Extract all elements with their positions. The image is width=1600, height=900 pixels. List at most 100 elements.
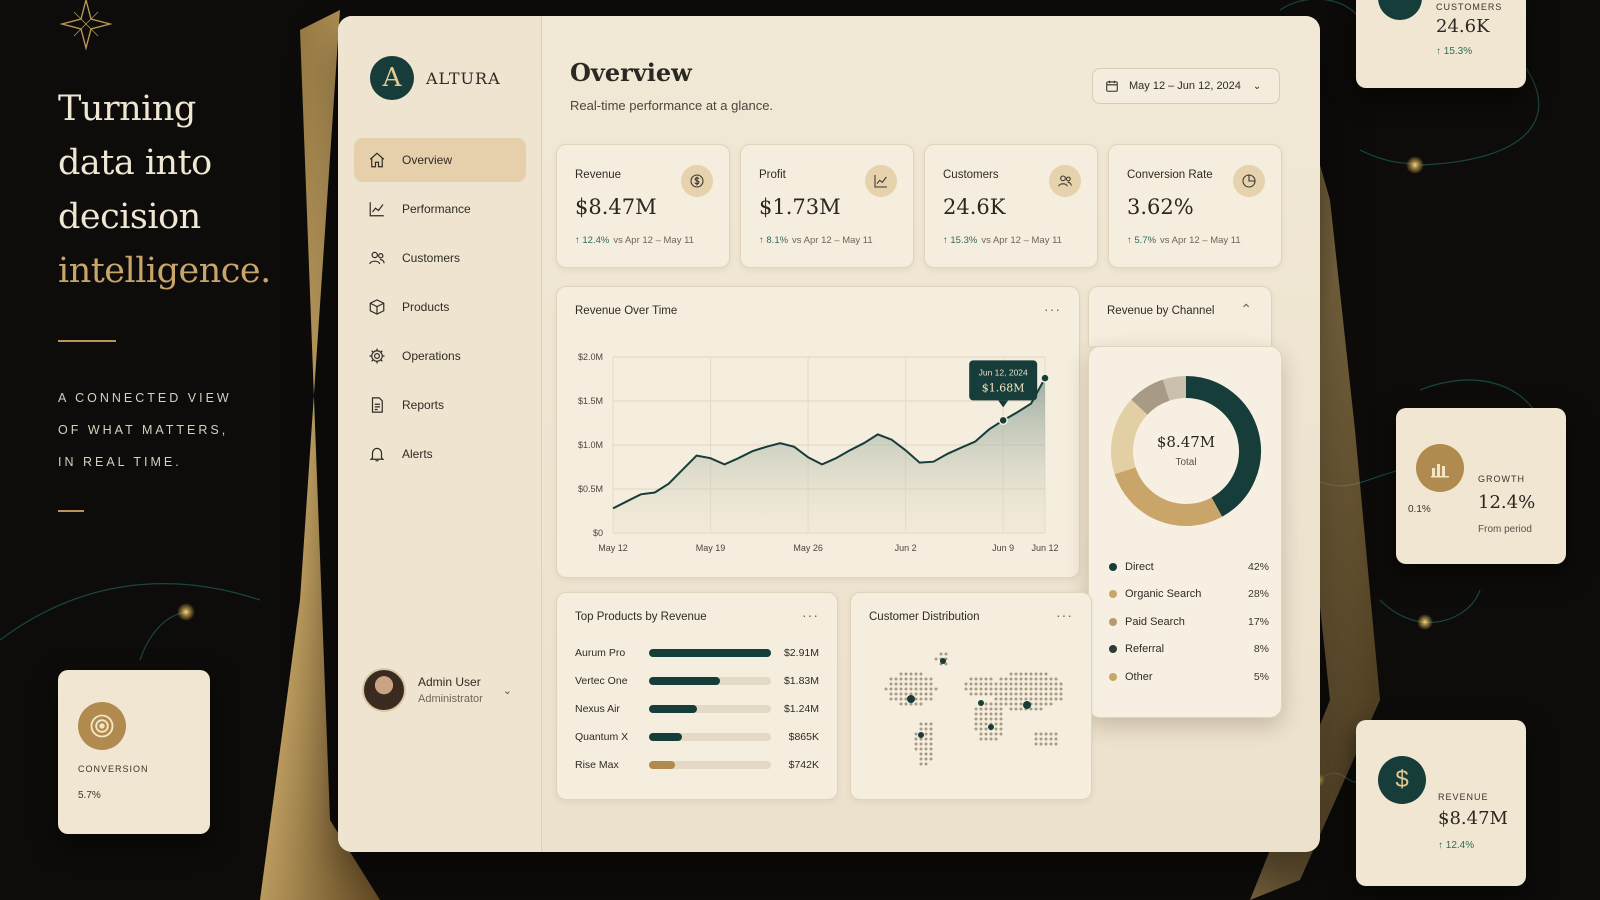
sidebar-item-alerts[interactable]: Alerts xyxy=(354,432,526,476)
product-row[interactable]: Vertec One $1.83M xyxy=(575,671,819,691)
map-dot xyxy=(1034,692,1038,696)
product-name: Nexus Air xyxy=(575,703,620,715)
map-dot xyxy=(1009,692,1013,696)
map-dot xyxy=(909,672,913,676)
users-icon xyxy=(1049,165,1081,197)
map-dot xyxy=(1049,682,1053,686)
float-value: $8.47M xyxy=(1438,808,1508,829)
legend-item[interactable]: Organic Search 28% xyxy=(1109,581,1269,609)
hero-title-accent: intelligence. xyxy=(58,251,271,291)
chevron-up-icon[interactable]: ⌃ xyxy=(1240,301,1253,317)
map-dot xyxy=(1054,742,1058,746)
donut-slice xyxy=(1114,466,1223,526)
end-point xyxy=(1040,373,1050,383)
product-bar xyxy=(649,677,720,685)
kpi-card-customers[interactable]: Customers 24.6K ↑ 15.3% vs Apr 12 – May 1… xyxy=(924,144,1098,268)
float-label: REVENUE xyxy=(1438,792,1489,802)
hero-title-line: decision xyxy=(58,197,201,237)
float-change: ↑ 12.4% xyxy=(1438,840,1475,851)
map-dot xyxy=(914,737,918,741)
kpi-card-conversion-rate[interactable]: Conversion Rate 3.62% ↑ 5.7% vs Apr 12 – … xyxy=(1108,144,1282,268)
chevron-down-icon[interactable]: ⌄ xyxy=(502,684,513,697)
date-range-picker[interactable]: May 12 – Jun 12, 2024 ⌄ xyxy=(1092,68,1280,104)
map-dot xyxy=(924,752,928,756)
kpi-change-value: 5.7% xyxy=(1134,235,1157,246)
kpi-change: ↑ 15.3% vs Apr 12 – May 11 xyxy=(943,235,1062,246)
map-dot xyxy=(979,692,983,696)
map-dot xyxy=(904,692,908,696)
map-dot xyxy=(1034,687,1038,691)
map-dot xyxy=(984,692,988,696)
kpi-card-profit[interactable]: Profit $1.73M ↑ 8.1% vs Apr 12 – May 11 xyxy=(740,144,914,268)
brand[interactable]: A ALTURA xyxy=(370,56,501,100)
legend-label: Organic Search xyxy=(1125,588,1202,601)
legend-item[interactable]: Other 5% xyxy=(1109,663,1269,691)
product-bar xyxy=(649,649,771,657)
more-options-icon[interactable]: ··· xyxy=(802,607,819,623)
map-dot xyxy=(1019,672,1023,676)
map-dot xyxy=(979,732,983,736)
product-row[interactable]: Aurum Pro $2.91M xyxy=(575,643,819,663)
map-dot xyxy=(1054,737,1058,741)
map-dot xyxy=(974,712,978,716)
more-options-icon[interactable]: ··· xyxy=(1044,301,1061,317)
map-dot xyxy=(1039,672,1043,676)
product-value: $1.24M xyxy=(783,703,819,715)
map-dot xyxy=(919,762,923,766)
product-row[interactable]: Nexus Air $1.24M xyxy=(575,699,819,719)
map-dot xyxy=(889,692,893,696)
map-dot xyxy=(1044,737,1048,741)
map-dot xyxy=(994,722,998,726)
donut-total-label: Total xyxy=(1175,457,1197,468)
map-dot xyxy=(989,687,993,691)
map-dot xyxy=(909,692,913,696)
product-bar-track xyxy=(649,761,771,769)
map-dot xyxy=(1009,677,1013,681)
avatar xyxy=(362,668,406,712)
map-dot xyxy=(979,687,983,691)
users-icon xyxy=(369,251,385,265)
map-dot xyxy=(1039,692,1043,696)
sidebar-item-performance[interactable]: Performance xyxy=(354,187,526,231)
y-tick-label: $0.5M xyxy=(578,484,603,494)
map-dot xyxy=(1024,672,1028,676)
bell-icon xyxy=(369,447,385,462)
map-dot xyxy=(944,662,948,666)
map-dot xyxy=(1034,697,1038,701)
map-dot xyxy=(999,697,1003,701)
sidebar-item-products[interactable]: Products xyxy=(354,285,526,329)
legend-item[interactable]: Referral 8% xyxy=(1109,636,1269,664)
home-icon xyxy=(369,152,385,168)
map-dot xyxy=(999,677,1003,681)
legend-item[interactable]: Paid Search 17% xyxy=(1109,608,1269,636)
legend-label: Paid Search xyxy=(1125,615,1185,628)
map-dot xyxy=(904,702,908,706)
map-dot xyxy=(1014,702,1018,706)
map-dot xyxy=(1044,702,1048,706)
kpi-card-revenue[interactable]: Revenue $8.47M ↑ 12.4% vs Apr 12 – May 11 xyxy=(556,144,730,268)
kpi-change-value: 12.4% xyxy=(582,235,610,246)
product-row[interactable]: Quantum X $865K xyxy=(575,727,819,747)
sidebar-item-operations[interactable]: Operations xyxy=(354,334,526,378)
sidebar-item-customers[interactable]: Customers xyxy=(354,236,526,280)
map-dot xyxy=(1034,702,1038,706)
y-tick-label: $0 xyxy=(593,528,603,538)
map-dot xyxy=(974,687,978,691)
card-title: Revenue Over Time xyxy=(575,305,678,317)
float-label: CONVERSION xyxy=(78,764,149,774)
sidebar-item-reports[interactable]: Reports xyxy=(354,383,526,427)
sidebar-item-overview[interactable]: Overview xyxy=(354,138,526,182)
map-dot xyxy=(1044,697,1048,701)
more-options-icon[interactable]: ··· xyxy=(1056,607,1073,623)
map-dot xyxy=(1014,687,1018,691)
map-dot xyxy=(1004,677,1008,681)
card-title: Customer Distribution xyxy=(869,611,980,623)
float-value: 12.4% xyxy=(1478,492,1536,513)
kpi-value: $8.47M xyxy=(575,195,657,219)
map-dot xyxy=(999,687,1003,691)
sidebar-nav: Overview Performance Customers Products … xyxy=(354,138,526,481)
kpi-label: Conversion Rate xyxy=(1127,169,1213,181)
legend-item[interactable]: Direct 42% xyxy=(1109,553,1269,581)
user-menu[interactable]: Admin User Administrator ⌄ xyxy=(362,668,512,712)
product-row[interactable]: Rise Max $742K xyxy=(575,755,819,775)
